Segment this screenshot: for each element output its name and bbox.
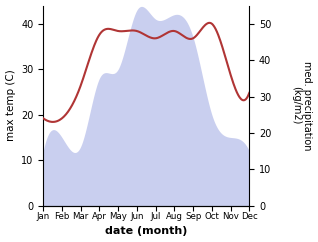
Y-axis label: max temp (C): max temp (C) [5, 70, 16, 142]
Y-axis label: med. precipitation
(kg/m2): med. precipitation (kg/m2) [291, 61, 313, 150]
X-axis label: date (month): date (month) [105, 227, 187, 236]
